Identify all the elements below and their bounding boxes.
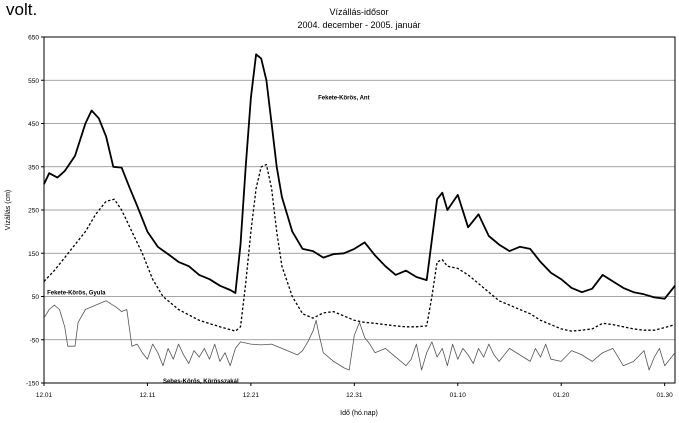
y-tick-label-1: -50 bbox=[30, 337, 40, 344]
y-tick-label-4: 250 bbox=[28, 208, 39, 215]
x-tick-label-0: 12.01 bbox=[36, 392, 53, 399]
y-tick-label-8: 650 bbox=[28, 35, 39, 42]
series-line-2 bbox=[43, 300, 676, 371]
y-tick-label-6: 450 bbox=[28, 121, 39, 128]
y-tick-label-7: 550 bbox=[28, 78, 39, 85]
x-tick-label-2: 12.21 bbox=[243, 392, 260, 399]
y-axis-label: Vízállás (cm) bbox=[5, 190, 12, 230]
series-label-1: Fekete-Körös, Gyula bbox=[47, 290, 106, 296]
chart-title: Vízállás-idősor bbox=[329, 7, 388, 17]
series-label-2: Sebes-Körös, Körösszakál bbox=[163, 379, 239, 385]
text-fragment: volt. bbox=[6, 0, 38, 19]
y-tick-label-2: 50 bbox=[32, 294, 40, 301]
series-group bbox=[43, 53, 676, 371]
x-tick-label-4: 01.10 bbox=[450, 392, 467, 399]
y-tick-label-3: 150 bbox=[28, 251, 39, 258]
annotations: Fekete-Körös, Ant Fekete-Körös, Gyula Sebe… bbox=[47, 96, 369, 385]
x-axis-ticks: 12.01 12.11 12.21 12.31 01.10 01.20 01.30 bbox=[36, 383, 673, 399]
y-axis-ticks: -150 -50 50 150 250 350 450 550 650 bbox=[26, 35, 44, 388]
x-tick-label-3: 12.31 bbox=[346, 392, 363, 399]
series-line-0 bbox=[43, 53, 676, 300]
x-tick-label-1: 12.11 bbox=[140, 392, 156, 399]
y-tick-label-0: -150 bbox=[26, 381, 39, 388]
series-label-0: Fekete-Körös, Ant bbox=[318, 96, 369, 102]
y-tick-label-5: 350 bbox=[28, 164, 39, 171]
x-tick-label-5: 01.20 bbox=[553, 392, 570, 399]
x-tick-label-6: 01.30 bbox=[657, 392, 674, 399]
chart-subtitle: 2004. december - 2005. január bbox=[297, 20, 420, 30]
x-axis-label: Idő (hó.nap) bbox=[340, 410, 378, 417]
series-line-1 bbox=[43, 163, 676, 332]
